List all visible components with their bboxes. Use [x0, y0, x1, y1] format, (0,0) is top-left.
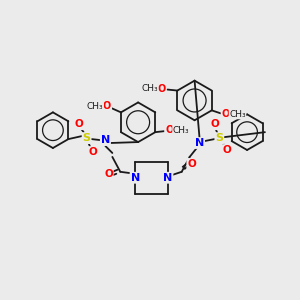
Text: O: O — [158, 84, 166, 94]
Text: N: N — [163, 173, 172, 183]
Text: O: O — [74, 119, 83, 129]
Text: CH₃: CH₃ — [229, 110, 246, 119]
Text: CH₃: CH₃ — [87, 102, 104, 111]
Text: O: O — [165, 125, 173, 135]
Text: O: O — [88, 147, 97, 157]
Text: N: N — [195, 138, 204, 148]
Text: O: O — [103, 101, 111, 111]
Text: O: O — [187, 159, 196, 169]
Text: N: N — [101, 135, 110, 145]
Text: S: S — [82, 133, 91, 143]
Text: S: S — [215, 133, 223, 143]
Text: O: O — [221, 109, 230, 119]
Text: O: O — [210, 119, 219, 129]
Text: CH₃: CH₃ — [173, 126, 189, 135]
Text: CH₃: CH₃ — [141, 84, 158, 93]
Text: O: O — [223, 145, 232, 155]
Text: N: N — [130, 173, 140, 183]
Text: O: O — [104, 169, 113, 179]
